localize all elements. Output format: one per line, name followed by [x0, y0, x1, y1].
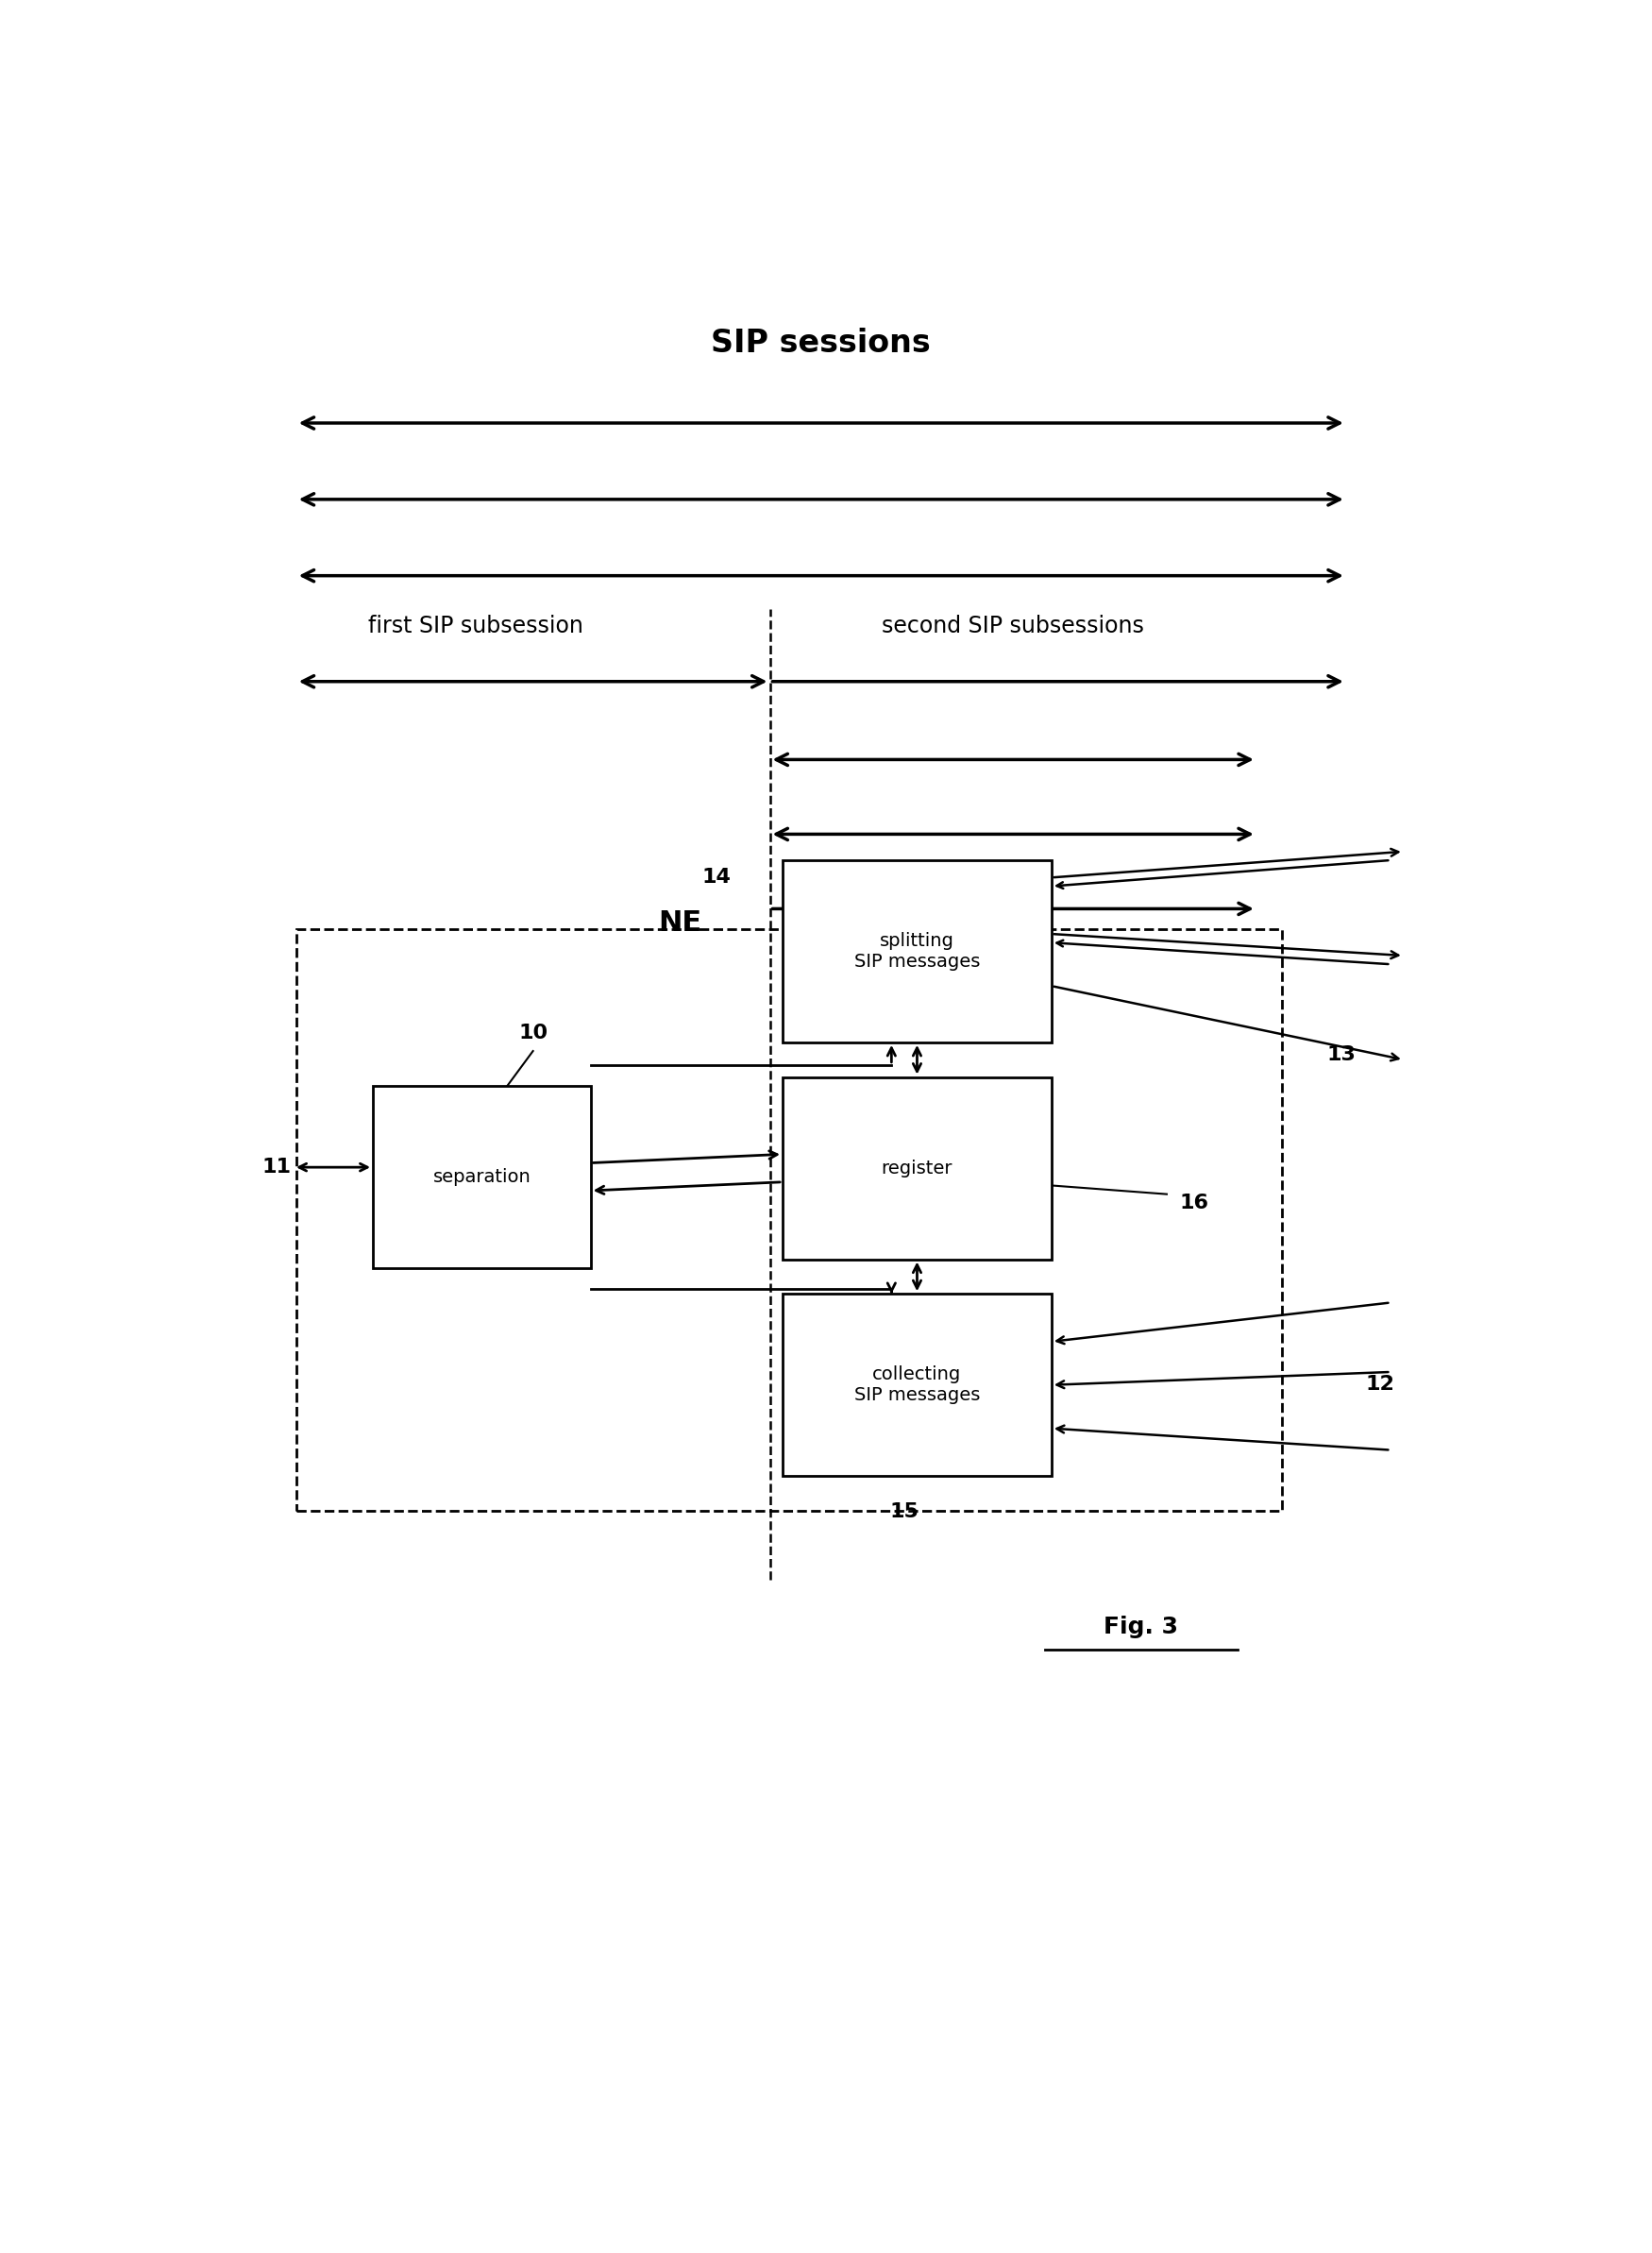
Text: first SIP subsession: first SIP subsession — [368, 615, 583, 638]
Bar — [373, 1086, 591, 1268]
Text: 16: 16 — [1180, 1194, 1209, 1212]
Text: SIP sessions: SIP sessions — [712, 327, 932, 358]
Text: 10: 10 — [519, 1023, 548, 1043]
Bar — [296, 930, 1282, 1512]
Text: separation: separation — [433, 1167, 530, 1185]
Bar — [783, 1293, 1052, 1476]
Text: register: register — [882, 1158, 953, 1176]
Text: 11: 11 — [263, 1158, 291, 1176]
Text: 14: 14 — [702, 867, 732, 888]
Bar — [783, 861, 1052, 1043]
Text: splitting
SIP messages: splitting SIP messages — [854, 933, 980, 971]
Text: second SIP subsessions: second SIP subsessions — [882, 615, 1145, 638]
Bar — [783, 1077, 1052, 1259]
Text: 13: 13 — [1327, 1045, 1356, 1063]
Text: NE: NE — [659, 908, 702, 937]
Text: collecting
SIP messages: collecting SIP messages — [854, 1365, 980, 1404]
Text: 15: 15 — [890, 1503, 919, 1521]
Text: 12: 12 — [1365, 1374, 1394, 1395]
Text: Fig. 3: Fig. 3 — [1104, 1615, 1178, 1638]
